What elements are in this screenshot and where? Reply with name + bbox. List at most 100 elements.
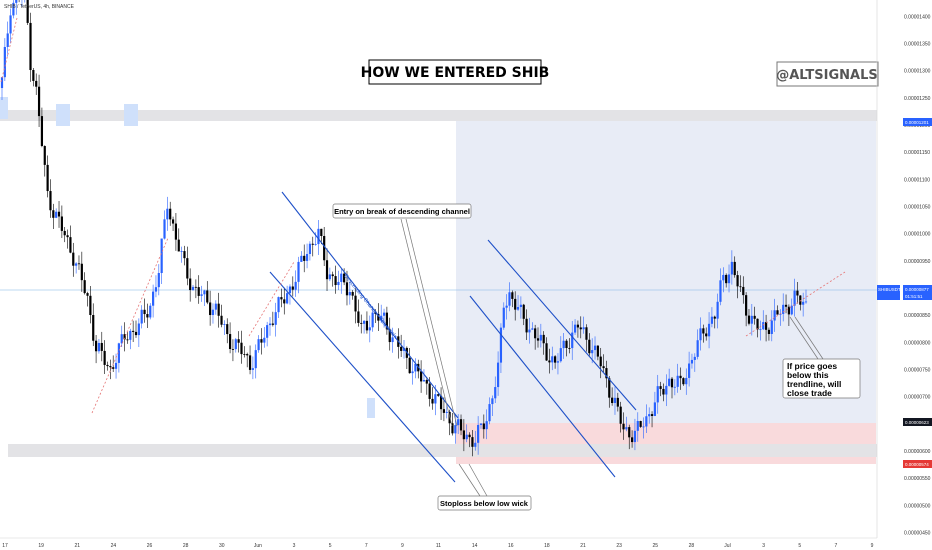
candle-body	[94, 340, 98, 352]
date-tick-label: 7	[834, 543, 837, 549]
candle-body	[408, 357, 411, 374]
candle-body	[362, 320, 366, 324]
candle-body	[494, 387, 497, 399]
symbol-title: SHIB / TetherUS, 4h, BINANCE	[4, 4, 75, 10]
candle-body	[770, 320, 773, 334]
candle-body	[303, 255, 306, 261]
candle-body	[505, 305, 508, 308]
candle-body	[371, 312, 374, 328]
candle-body	[132, 330, 135, 332]
candle-body	[357, 311, 360, 323]
candle-body	[380, 315, 383, 321]
candle-body	[203, 290, 206, 295]
candle-body	[305, 253, 309, 261]
candle-body	[75, 263, 78, 266]
candle-body	[457, 419, 460, 426]
candle-body	[477, 424, 480, 443]
candle-body	[46, 164, 49, 192]
candle-body	[214, 303, 217, 310]
candle-body	[171, 219, 175, 224]
last-price-value-tag	[903, 285, 932, 300]
candle-body	[72, 252, 75, 266]
price-tick-label: 0.00000950	[904, 259, 931, 265]
dashed-trendline-1	[0, 17, 18, 83]
candle-body	[799, 295, 802, 305]
candle-body	[382, 312, 386, 316]
last-price-timer: 01:51:51	[905, 294, 923, 299]
candle-body	[619, 406, 622, 424]
candle-body	[32, 70, 35, 81]
candle-body	[340, 273, 343, 282]
candle-body	[180, 251, 183, 252]
candle-body	[764, 322, 768, 330]
candle-body	[690, 359, 694, 364]
candle-body	[194, 286, 197, 288]
candle-body	[103, 350, 106, 365]
candle-body	[234, 339, 237, 350]
last-price-value: 0.00000877	[905, 287, 929, 292]
candle-body	[400, 346, 403, 351]
brand-box	[776, 61, 879, 87]
candle-body	[730, 261, 733, 275]
price-tick-label: 0.00001150	[904, 150, 930, 156]
candle-body	[485, 421, 488, 430]
trend-note-line-4: close trade	[787, 388, 832, 398]
candle-body	[197, 287, 200, 296]
candle-body	[693, 356, 696, 360]
candle-body	[702, 328, 705, 334]
candle-body	[328, 274, 331, 280]
candle-body	[368, 327, 371, 331]
candle-body	[89, 295, 92, 316]
candle-body	[802, 301, 805, 305]
channel-2-lower	[469, 295, 616, 478]
candle-body	[268, 323, 272, 326]
candle-body	[26, 0, 29, 23]
stop-price-label: 0.00000574	[905, 462, 929, 467]
candles-group	[0, 0, 808, 457]
candle-body	[756, 318, 759, 330]
candle-body	[29, 22, 32, 71]
candle-body	[733, 261, 736, 276]
candle-body	[343, 273, 346, 283]
candle-body	[288, 286, 292, 294]
candle-body	[9, 15, 12, 34]
candle-body	[673, 386, 676, 388]
candle-body	[266, 325, 269, 338]
headline: HOW WE ENTERED SHIB	[361, 65, 550, 81]
candle-body	[385, 312, 388, 330]
candle-body	[439, 395, 443, 410]
candle-body	[622, 423, 625, 430]
candle-body	[591, 350, 594, 354]
candle-body	[779, 313, 782, 315]
candle-body	[351, 291, 354, 296]
candle-body	[528, 329, 531, 333]
candle-body	[559, 348, 562, 362]
candle-body	[596, 345, 599, 357]
entry-note: Entry on break of descending channel	[334, 207, 470, 216]
price-tick-label: 0.00000700	[904, 395, 931, 401]
candle-body	[676, 375, 679, 387]
date-tick-label: 7	[365, 543, 368, 549]
candle-body	[283, 299, 286, 304]
candle-body	[462, 430, 465, 440]
candle-body	[226, 324, 229, 335]
entry-pointer-a	[400, 218, 453, 427]
candle-body	[388, 329, 391, 343]
candle-body	[725, 274, 728, 284]
candle-body	[337, 281, 340, 286]
candle-body	[514, 298, 517, 310]
price-tick-label: 0.00001250	[904, 96, 931, 102]
price-tick-label: 0.00001300	[904, 69, 931, 75]
candle-body	[160, 238, 163, 274]
candle-body	[616, 397, 619, 407]
price-tick-label: 0.00001100	[904, 177, 930, 183]
candle-body	[599, 356, 602, 367]
candle-body	[374, 312, 377, 314]
candle-body	[628, 427, 631, 438]
candle-body	[206, 290, 209, 303]
candle-body	[585, 327, 588, 340]
candle-body	[137, 323, 140, 336]
candle-body	[696, 340, 699, 357]
candle-body	[688, 363, 691, 378]
